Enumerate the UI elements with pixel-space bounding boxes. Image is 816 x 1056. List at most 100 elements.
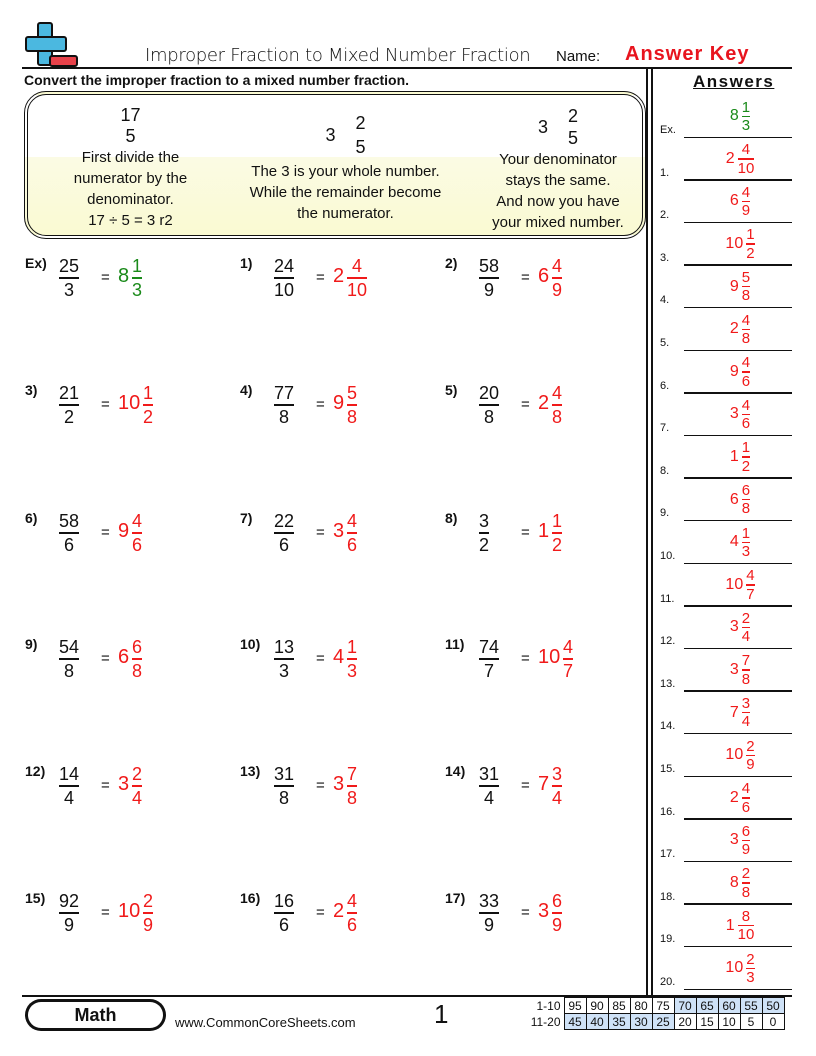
numerator: 4 [347,891,358,911]
numerator: 4 [741,311,751,329]
instructions: Convert the improper fraction to a mixed… [24,72,410,88]
answer-number: 15. [660,763,676,775]
answer-whole: 8 [118,265,130,287]
denominator: 6 [279,534,290,555]
denominator: 8 [741,287,751,305]
fraction-bar [741,200,751,203]
answer-number: 13. [660,677,676,690]
denominator: 9 [741,841,751,859]
step-1: 17 5 First divide the numerator by the den… [38,105,223,231]
denominator: 8 [741,670,751,688]
score-cell: 80 [629,997,653,1014]
numerator: 4 [552,256,563,276]
numerator: 1 [132,256,143,276]
answer-number: 12. [660,635,676,648]
fraction-bar [741,456,751,458]
numerator: 3 [552,764,563,784]
numerator: 4 [563,637,574,657]
step-text: numerator by the [73,170,188,187]
numerator: 1 [746,226,755,244]
equals-sign: = [316,269,325,286]
numerator: 4 [741,354,751,372]
numerator: 74 [479,637,500,657]
answer-whole: 2 [725,149,735,167]
fraction-bar [274,658,295,660]
step-text: And now you have [496,193,620,210]
denominator: 8 [741,330,751,347]
numerator: 58 [59,511,80,531]
equals-sign: = [316,396,325,413]
answer-number: 17. [660,848,676,861]
answers-title: Answers [693,72,775,91]
fraction: 74 7 [479,636,500,682]
numerator: 5 [347,383,358,403]
equals-sign: = [521,524,530,541]
answer-row: 11. 10 4 7 [658,564,792,607]
numerator: 8 [741,907,751,925]
answer-row: 15. 10 2 9 [658,734,792,777]
answer-number: 16. [660,805,676,818]
denominator: 8 [64,660,75,681]
fraction: 58 9 [479,255,500,301]
equals-sign: = [521,396,530,413]
score-table: 1-10 95 90 85 80 75 70 65 60 55 50 11-20 45 40 35 30 25 2… [528,997,785,1030]
answer-whole: 6 [729,192,739,210]
answer-line [684,690,792,692]
fraction-bar [274,785,295,787]
fraction-bar [741,711,751,714]
answer-whole: 6 [538,265,550,287]
answer-row: 5. 2 4 8 [658,308,792,351]
fraction-bar [479,658,500,660]
answer-value: 10 1 2 [688,226,792,262]
problem: 8) 3 2 = 1 1 2 [445,510,645,570]
score-cell: 75 [651,997,675,1014]
problem-label: 15) [25,890,46,906]
denominator: 6 [279,914,290,935]
problem-label: 5) [445,382,458,398]
denominator: 9 [484,279,495,300]
step-text: stays the same. [505,172,611,189]
answer-line [684,562,792,564]
answer-whole: 1 [538,520,550,542]
denominator: 3 [741,543,751,560]
equals-sign: = [521,650,530,667]
numerator: 7 [347,764,358,784]
problem-label: Ex) [25,255,47,271]
problem-label: 17) [445,890,466,906]
fraction-bar [143,404,154,406]
numerator: 4 [347,511,358,531]
answer-number: 1. [660,166,670,179]
answer-whole: 3 [729,618,739,636]
denominator: 8 [347,406,358,427]
answer-whole: 1 [725,916,735,934]
website-url: www.CommonCoreSheets.com [175,1015,356,1030]
fraction-bar [746,243,755,245]
answer-line [684,477,792,479]
numerator: 2 [746,737,755,755]
fraction-bar [552,785,563,787]
problem-label: 3) [25,382,38,398]
answer-whole: 3 [118,773,130,795]
denominator: 2 [552,534,563,555]
page-title: Improper Fraction to Mixed Number Fracti… [145,45,531,66]
problem: Ex) 25 3 = 8 1 3 [25,255,225,315]
numerator: 5 [741,268,751,286]
numerator: 31 [479,764,500,784]
fraction-bar [741,371,751,373]
answer-value: 1 8 10 [688,907,792,943]
step-denominator: 5 [568,128,579,148]
step-text: your mixed number. [492,214,624,231]
